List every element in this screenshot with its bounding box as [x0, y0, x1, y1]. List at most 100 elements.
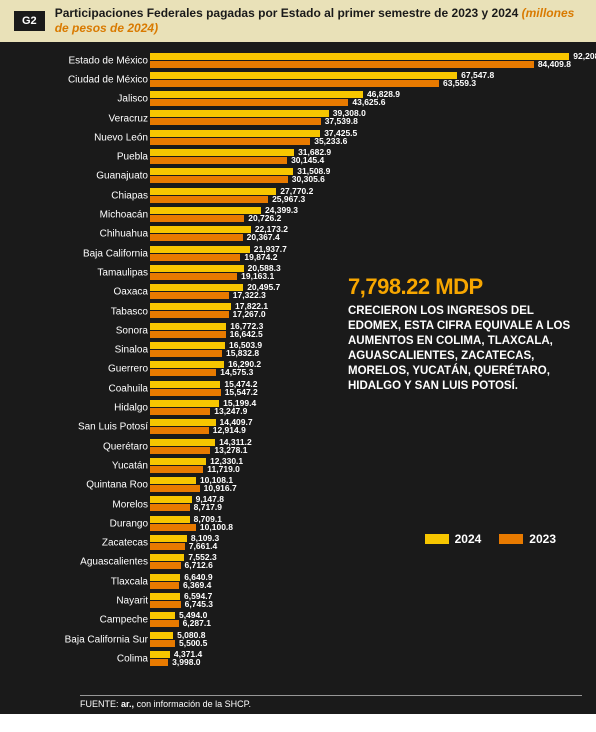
bar-area: 5,494.06,287.1	[150, 612, 582, 629]
state-row: Durango8,709.110,100.8	[8, 515, 588, 532]
state-label: Hidalgo	[114, 403, 148, 414]
bar-value-2023: 20,726.2	[244, 215, 281, 222]
legend-swatch-2023	[499, 534, 523, 544]
bar-2024: 16,290.2	[150, 361, 224, 368]
bar-2024: 20,588.3	[150, 265, 244, 272]
bar-area: 14,409.712,914.9	[150, 419, 582, 436]
legend: 2024 2023	[425, 532, 556, 546]
state-label: Sonora	[116, 325, 148, 336]
state-label: Baja California	[83, 248, 148, 259]
callout-headline: 7,798.22 MDP	[348, 274, 578, 300]
state-label: Nuevo León	[94, 132, 148, 143]
bar-2023: 35,233.6	[150, 138, 310, 145]
state-row: Quintana Roo10,108.110,916.7	[8, 477, 588, 494]
bar-2023: 15,832.8	[150, 350, 222, 357]
bar-2023: 6,287.1	[150, 620, 179, 627]
bar-2023: 30,145.4	[150, 157, 287, 164]
state-label: San Luis Potosí	[78, 422, 148, 433]
bar-value-2023: 3,998.0	[168, 659, 200, 666]
bar-2023: 7,661.4	[150, 543, 185, 550]
bar-2023: 17,322.3	[150, 292, 229, 299]
state-label: Quintana Roo	[86, 480, 148, 491]
bar-value-2023: 43,625.6	[348, 99, 385, 106]
bar-2024: 6,640.9	[150, 574, 180, 581]
title-main: Participaciones Federales pagadas por Es…	[55, 6, 519, 20]
bar-value-2023: 10,100.8	[196, 524, 233, 531]
bar-area: 12,330.111,719.0	[150, 457, 582, 474]
bar-value-2023: 8,717.9	[190, 504, 222, 511]
state-row: Tlaxcala6,640.96,369.4	[8, 573, 588, 590]
callout-body: CRECIERON LOS INGRESOS DEL EDOMEX, ESTA …	[348, 304, 578, 394]
bar-2023: 11,719.0	[150, 466, 203, 473]
state-label: Sinaloa	[115, 345, 148, 356]
bar-2023: 13,278.1	[150, 447, 210, 454]
state-label: Nayarit	[116, 596, 148, 607]
bar-value-2023: 17,267.0	[229, 311, 266, 318]
bar-2024: 9,147.8	[150, 496, 192, 503]
state-label: Baja California Sur	[65, 634, 148, 645]
bar-2023: 25,967.3	[150, 196, 268, 203]
bar-value-2023: 37,539.8	[321, 118, 358, 125]
state-row: Morelos9,147.88,717.9	[8, 496, 588, 513]
bar-value-2024: 92,208.0	[569, 53, 596, 60]
state-label: Chihuahua	[100, 229, 148, 240]
source-prefix: FUENTE:	[80, 699, 119, 709]
legend-item-2024: 2024	[425, 532, 482, 546]
source-bold: ar.,	[121, 699, 134, 709]
state-label: Tlaxcala	[111, 576, 148, 587]
state-label: Michoacán	[100, 210, 148, 221]
bar-value-2023: 30,305.6	[288, 176, 325, 183]
bar-value-2023: 25,967.3	[268, 196, 305, 203]
bar-2023: 8,717.9	[150, 504, 190, 511]
bar-2024: 7,552.3	[150, 554, 184, 561]
bar-value-2023: 12,914.9	[209, 427, 246, 434]
state-label: Guerrero	[108, 364, 148, 375]
bar-2023: 20,367.4	[150, 234, 243, 241]
bar-2024: 8,109.3	[150, 535, 187, 542]
state-row: Michoacán24,399.320,726.2	[8, 206, 588, 223]
bar-value-2023: 6,745.3	[181, 601, 213, 608]
bar-area: 5,080.85,500.5	[150, 631, 582, 648]
state-row: Baja California21,937.719,874.2	[8, 245, 588, 262]
bar-2024: 5,494.0	[150, 612, 175, 619]
chart-area: Estado de México92,208.084,409.8Ciudad d…	[0, 42, 596, 714]
bar-2024: 20,495.7	[150, 284, 243, 291]
bar-2023: 30,305.6	[150, 176, 288, 183]
state-row: Jalisco46,828.943,625.6	[8, 91, 588, 108]
state-row: Puebla31,682.930,145.4	[8, 149, 588, 166]
bar-2024: 39,308.0	[150, 110, 329, 117]
bar-area: 37,425.535,233.6	[150, 129, 582, 146]
state-label: Aguascalientes	[80, 557, 148, 568]
state-row: Ciudad de México67,547.863,559.3	[8, 71, 588, 88]
bar-2024: 92,208.0	[150, 53, 569, 60]
state-row: Guanajuato31,508.930,305.6	[8, 168, 588, 185]
bar-2024: 16,772.3	[150, 323, 226, 330]
bar-value-2023: 30,145.4	[287, 157, 324, 164]
bar-2023: 37,539.8	[150, 118, 321, 125]
bar-2024: 16,503.9	[150, 342, 225, 349]
bar-2024: 8,709.1	[150, 516, 190, 523]
bar-value-2023: 17,322.3	[229, 292, 266, 299]
chart-title: Participaciones Federales pagadas por Es…	[55, 6, 582, 36]
bar-2023: 6,369.4	[150, 582, 179, 589]
bar-2023: 6,745.3	[150, 601, 181, 608]
bar-2023: 20,726.2	[150, 215, 244, 222]
footer-divider	[80, 695, 582, 696]
state-label: Durango	[110, 518, 148, 529]
bar-2023: 17,267.0	[150, 311, 229, 318]
bar-2024: 6,594.7	[150, 593, 180, 600]
source-rest: con información de la SHCP.	[137, 699, 251, 709]
bar-2024: 22,173.2	[150, 226, 251, 233]
bar-2023: 10,100.8	[150, 524, 196, 531]
bar-2023: 63,559.3	[150, 80, 439, 87]
bar-2024: 27,770.2	[150, 188, 276, 195]
state-label: Tabasco	[111, 306, 148, 317]
bar-value-2023: 7,661.4	[185, 543, 217, 550]
bar-2023: 6,712.6	[150, 562, 181, 569]
bar-value-2023: 63,559.3	[439, 80, 476, 87]
bar-2024: 67,547.8	[150, 72, 457, 79]
bar-area: 15,199.413,247.9	[150, 399, 582, 416]
bar-2023: 19,163.1	[150, 273, 237, 280]
bar-value-2023: 13,247.9	[210, 408, 247, 415]
bar-2024: 46,828.9	[150, 91, 363, 98]
